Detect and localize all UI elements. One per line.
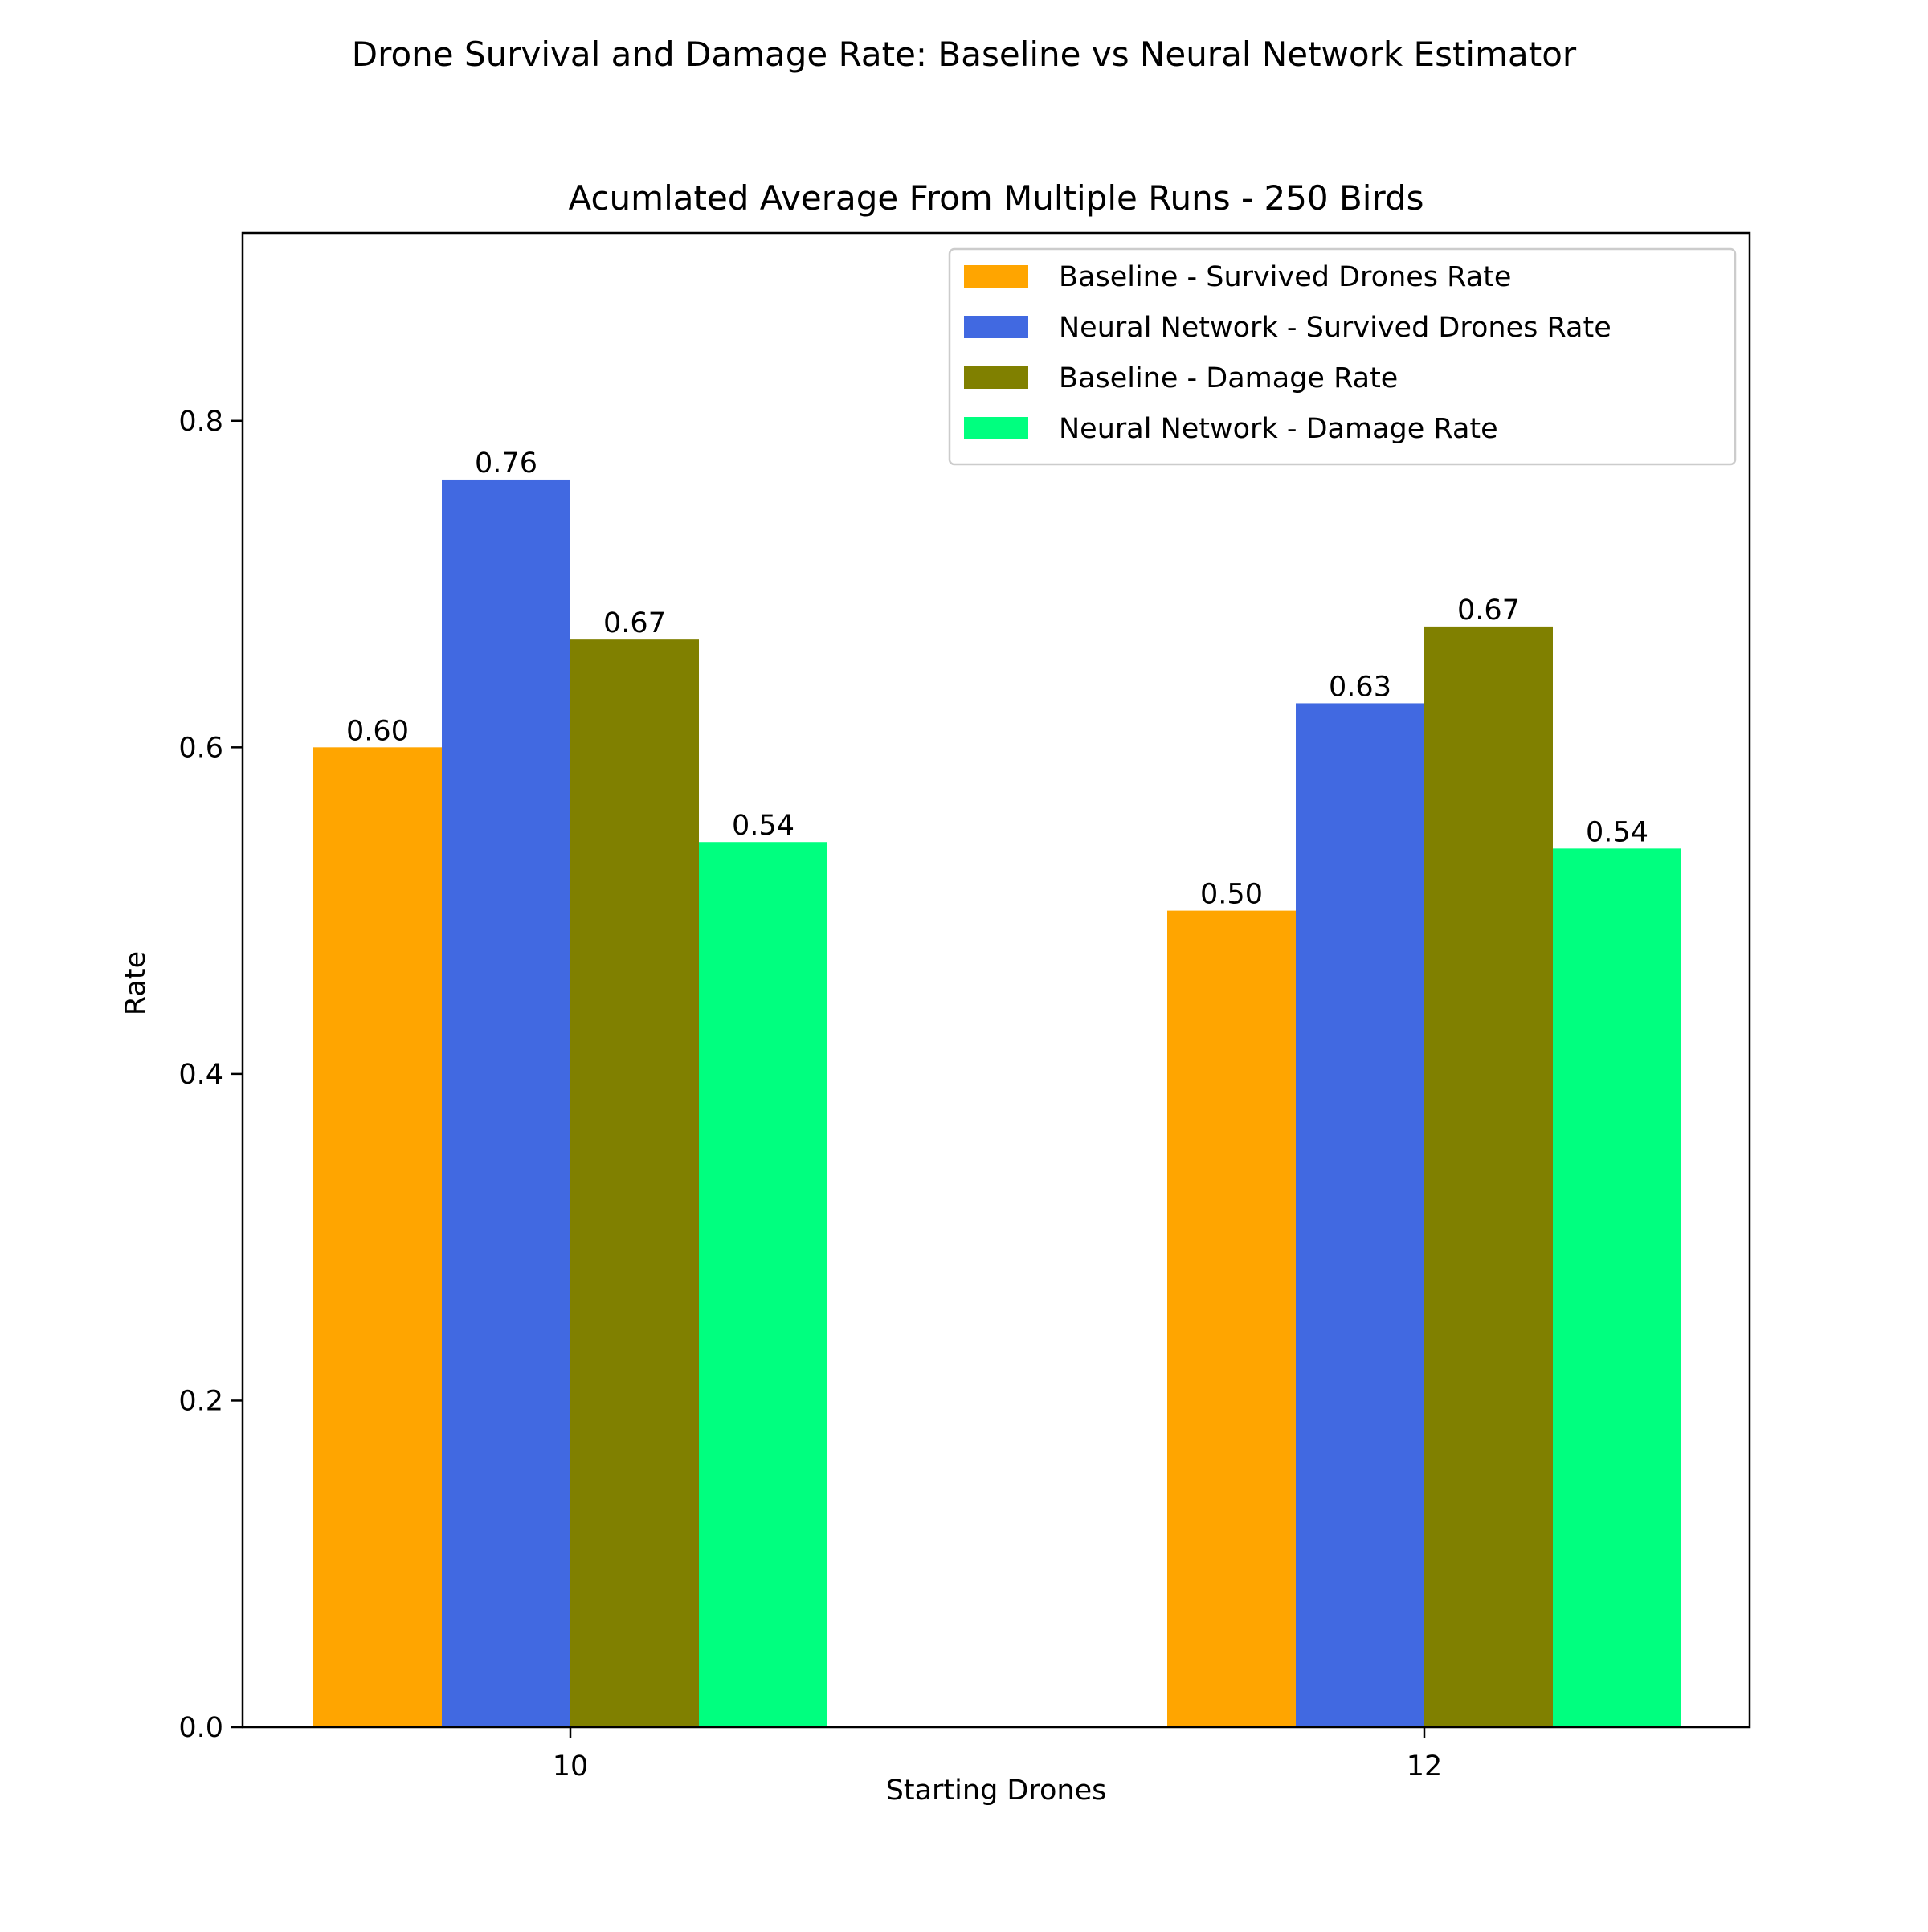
data-label: 0.76 [475, 447, 537, 480]
data-label: 0.67 [603, 607, 666, 639]
plot-area: 0.60 0.50 0.76 0.63 0.67 0.67 0.54 0.54 0.0 0.2 0.… [178, 406, 1681, 1783]
y-tick-label: 0.0 [178, 1712, 223, 1744]
legend-label: Neural Network - Survived Drones Rate [1059, 312, 1611, 344]
bar-2-12 [1296, 703, 1424, 1727]
data-label: 0.63 [1329, 671, 1391, 703]
data-label: 0.60 [346, 715, 409, 747]
data-label: 0.54 [732, 810, 794, 842]
y-tick-label: 0.4 [178, 1059, 223, 1091]
chart-title: Acumlated Average From Multiple Runs - 2… [568, 178, 1424, 218]
legend-swatch [964, 316, 1028, 338]
legend-swatch [964, 265, 1028, 288]
bar-1-10 [313, 747, 442, 1727]
x-axis-label: Starting Drones [886, 1775, 1107, 1807]
bar-1-12 [1167, 910, 1296, 1727]
legend: Baseline - Survived Drones Rate Neural Ne… [948, 247, 1737, 466]
y-axis-label: Rate [120, 951, 152, 1015]
bar-4-12 [1553, 848, 1681, 1727]
legend-box [948, 247, 1737, 466]
legend-label: Neural Network - Damage Rate [1059, 413, 1498, 445]
axes-frame [241, 231, 1751, 1729]
y-tick-label: 0.6 [178, 732, 223, 764]
bar-2-10 [442, 479, 570, 1727]
y-tick-label: 0.8 [178, 406, 223, 438]
legend-label: Baseline - Damage Rate [1059, 362, 1398, 394]
data-label: 0.50 [1200, 879, 1263, 911]
data-label: 0.54 [1586, 816, 1648, 848]
bar-3-12 [1424, 626, 1553, 1727]
bar-3-10 [570, 639, 699, 1727]
y-tick-label: 0.2 [178, 1385, 223, 1417]
bar-4-10 [699, 842, 827, 1727]
legend-swatch [964, 366, 1028, 389]
chart-suptitle: Drone Survival and Damage Rate: Baseline… [352, 35, 1577, 74]
legend-label: Baseline - Survived Drones Rate [1059, 261, 1511, 293]
legend-swatch [964, 417, 1028, 439]
x-tick-label: 12 [1407, 1750, 1443, 1783]
data-label: 0.67 [1457, 594, 1520, 627]
x-tick-label: 10 [553, 1750, 589, 1783]
